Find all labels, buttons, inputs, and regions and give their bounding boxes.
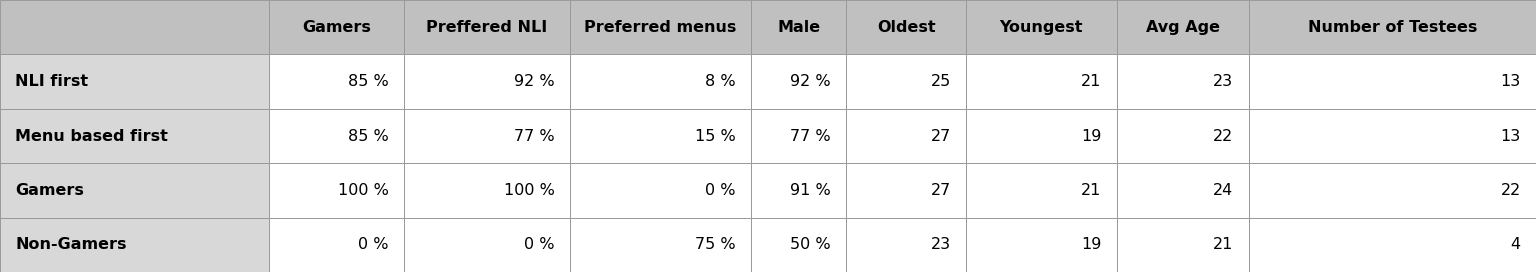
Bar (751, 0, 846, 54)
Text: 77 %: 77 % (515, 128, 554, 144)
Bar (846, 0, 966, 54)
Text: Number of Testees: Number of Testees (1307, 20, 1478, 35)
Text: 21: 21 (1081, 74, 1101, 89)
Text: Preferred menus: Preferred menus (584, 20, 737, 35)
Bar (269, 54, 404, 109)
Text: 0 %: 0 % (358, 237, 389, 252)
Bar (570, 54, 751, 109)
Text: Oldest: Oldest (877, 20, 935, 35)
Bar (966, 218, 1117, 272)
Bar (404, 218, 570, 272)
Text: 92 %: 92 % (791, 74, 831, 89)
Bar (570, 0, 751, 54)
Bar (404, 163, 570, 218)
Bar (269, 0, 404, 54)
Text: 91 %: 91 % (790, 183, 831, 198)
Text: 25: 25 (931, 74, 951, 89)
Bar (269, 109, 404, 163)
Text: 22: 22 (1501, 183, 1521, 198)
Text: 100 %: 100 % (504, 183, 554, 198)
Text: 8 %: 8 % (705, 74, 736, 89)
Bar (966, 109, 1117, 163)
Text: 100 %: 100 % (338, 183, 389, 198)
Bar (966, 0, 1117, 54)
Text: Gamers: Gamers (303, 20, 370, 35)
Text: 21: 21 (1081, 183, 1101, 198)
Bar (751, 109, 846, 163)
Text: 19: 19 (1081, 237, 1101, 252)
Bar (751, 218, 846, 272)
Text: 13: 13 (1501, 128, 1521, 144)
Bar (570, 163, 751, 218)
Text: Youngest: Youngest (1000, 20, 1083, 35)
Text: 27: 27 (931, 128, 951, 144)
Text: NLI first: NLI first (15, 74, 89, 89)
Bar (0, 163, 269, 218)
Bar (846, 54, 966, 109)
Bar (1249, 54, 1536, 109)
Text: 24: 24 (1213, 183, 1233, 198)
Text: Avg Age: Avg Age (1146, 20, 1220, 35)
Bar (1249, 0, 1536, 54)
Bar (1117, 54, 1249, 109)
Bar (404, 54, 570, 109)
Bar (404, 109, 570, 163)
Text: 19: 19 (1081, 128, 1101, 144)
Text: 85 %: 85 % (347, 74, 389, 89)
Text: Preffered NLI: Preffered NLI (427, 20, 547, 35)
Bar (1117, 109, 1249, 163)
Text: 85 %: 85 % (347, 128, 389, 144)
Bar (570, 218, 751, 272)
Bar (0, 54, 269, 109)
Bar (751, 163, 846, 218)
Bar (846, 218, 966, 272)
Bar (1117, 218, 1249, 272)
Bar (966, 163, 1117, 218)
Text: Menu based first: Menu based first (15, 128, 169, 144)
Bar (0, 0, 269, 54)
Bar (570, 109, 751, 163)
Text: 23: 23 (1213, 74, 1233, 89)
Text: 92 %: 92 % (515, 74, 554, 89)
Bar (751, 54, 846, 109)
Bar (1249, 163, 1536, 218)
Text: Male: Male (777, 20, 820, 35)
Bar (846, 109, 966, 163)
Text: 21: 21 (1213, 237, 1233, 252)
Text: 23: 23 (931, 237, 951, 252)
Bar (846, 163, 966, 218)
Text: 13: 13 (1501, 74, 1521, 89)
Text: 15 %: 15 % (694, 128, 736, 144)
Text: 4: 4 (1510, 237, 1521, 252)
Text: 0 %: 0 % (524, 237, 554, 252)
Text: 22: 22 (1213, 128, 1233, 144)
Bar (269, 163, 404, 218)
Bar (1249, 218, 1536, 272)
Bar (1117, 163, 1249, 218)
Bar (0, 109, 269, 163)
Bar (966, 54, 1117, 109)
Text: 77 %: 77 % (791, 128, 831, 144)
Text: Non-Gamers: Non-Gamers (15, 237, 127, 252)
Text: 0 %: 0 % (705, 183, 736, 198)
Bar (1117, 0, 1249, 54)
Text: Gamers: Gamers (15, 183, 84, 198)
Bar (269, 218, 404, 272)
Bar (404, 0, 570, 54)
Bar (1249, 109, 1536, 163)
Text: 50 %: 50 % (791, 237, 831, 252)
Text: 27: 27 (931, 183, 951, 198)
Bar (0, 218, 269, 272)
Text: 75 %: 75 % (696, 237, 736, 252)
